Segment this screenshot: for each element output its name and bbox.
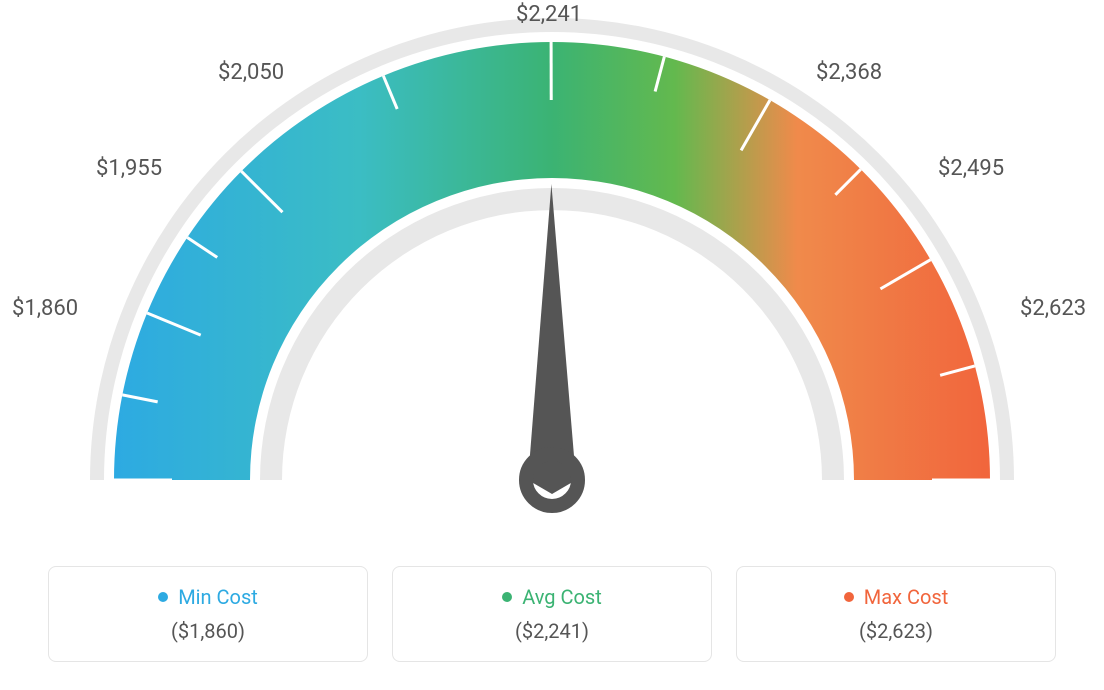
gauge-svg xyxy=(0,0,1104,560)
legend-value: ($2,623) xyxy=(859,619,933,643)
legend-card: Max Cost ($2,623) xyxy=(736,566,1056,662)
tick-label: $2,623 xyxy=(1020,296,1086,321)
legend-name: Avg Cost xyxy=(522,585,602,609)
tick-label: $1,955 xyxy=(96,156,162,181)
legend-name: Min Cost xyxy=(178,585,258,609)
legend-value: ($2,241) xyxy=(515,619,589,643)
tick-label: $2,241 xyxy=(516,2,582,27)
legend-dot xyxy=(502,592,512,602)
legend-dot xyxy=(158,592,168,602)
gauge-chart: $1,860 $1,955 $2,050 $2,241 $2,368 $2,495 $2,6… xyxy=(0,0,1104,560)
tick-label: $1,860 xyxy=(12,296,78,321)
legend-name: Max Cost xyxy=(864,585,949,609)
tick-label: $2,495 xyxy=(938,156,1004,181)
legend-card: Avg Cost ($2,241) xyxy=(392,566,712,662)
tick-label: $2,368 xyxy=(816,60,882,85)
legend-row: Min Cost ($1,860) Avg Cost ($2,241) Max Cost… xyxy=(0,566,1104,662)
tick-label: $2,050 xyxy=(218,60,284,85)
legend-card: Min Cost ($1,860) xyxy=(48,566,368,662)
legend-dot xyxy=(844,592,854,602)
legend-value: ($1,860) xyxy=(171,619,245,643)
